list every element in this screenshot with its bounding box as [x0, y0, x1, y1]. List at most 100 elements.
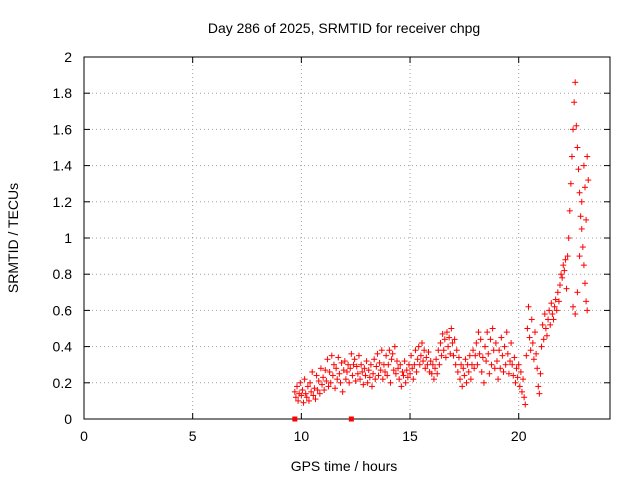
- data-point: [395, 365, 402, 372]
- data-point: [373, 363, 380, 370]
- data-point: [378, 347, 385, 354]
- data-point: [342, 376, 349, 383]
- data-point: [360, 381, 367, 388]
- data-point: [383, 352, 390, 359]
- data-point: [492, 339, 499, 346]
- data-point: [548, 300, 555, 307]
- data-point: [391, 343, 398, 350]
- data-point: [518, 388, 525, 395]
- data-point: [582, 184, 589, 191]
- data-point: [408, 352, 415, 359]
- data-point: [540, 336, 547, 343]
- data-point: [524, 325, 531, 332]
- data-point: [578, 198, 585, 205]
- data-point: [389, 350, 396, 357]
- data-point: [413, 368, 420, 375]
- data-point: [511, 354, 518, 361]
- data-point: [348, 350, 355, 357]
- data-point: [364, 379, 371, 386]
- data-point: [410, 376, 417, 383]
- data-point: [541, 311, 548, 318]
- data-point: [317, 365, 324, 372]
- data-point: [485, 350, 492, 357]
- data-point: [432, 365, 439, 372]
- data-point: [315, 377, 322, 384]
- data-point: [439, 330, 446, 337]
- y-tick-label: 1.6: [53, 121, 73, 137]
- data-point: [571, 99, 578, 106]
- data-point: [411, 361, 418, 368]
- data-point: [437, 339, 444, 346]
- data-point: [334, 376, 341, 383]
- data-point: [525, 303, 532, 310]
- data-point: [570, 303, 577, 310]
- data-point: [310, 392, 317, 399]
- data-point: [359, 368, 366, 375]
- data-point: [353, 363, 360, 370]
- data-point: [374, 350, 381, 357]
- data-point: [325, 383, 332, 390]
- data-point: [341, 358, 348, 365]
- data-point: [553, 307, 560, 314]
- data-point: [409, 365, 416, 372]
- data-point: [507, 358, 514, 365]
- data-point: [297, 379, 304, 386]
- data-point: [385, 361, 392, 368]
- data-point: [554, 289, 561, 296]
- data-point: [440, 347, 447, 354]
- data-point: [559, 274, 566, 281]
- data-point: [478, 368, 485, 375]
- data-point: [382, 368, 389, 375]
- data-point: [505, 370, 512, 377]
- data-point: [552, 296, 559, 303]
- data-point: [487, 336, 494, 343]
- data-point: [336, 370, 343, 377]
- data-point: [347, 365, 354, 372]
- data-point: [486, 370, 493, 377]
- data-point: [495, 376, 502, 383]
- data-point: [467, 376, 474, 383]
- data-point: [452, 361, 459, 368]
- data-point: [401, 358, 408, 365]
- data-point: [499, 352, 506, 359]
- data-point: [476, 350, 483, 357]
- data-point: [582, 280, 589, 287]
- data-point: [513, 365, 520, 372]
- data-point: [576, 253, 583, 260]
- data-point: [551, 303, 558, 310]
- data-point: [367, 361, 374, 368]
- data-point: [504, 350, 511, 357]
- data-point: [528, 316, 535, 323]
- data-point: [514, 374, 521, 381]
- data-point: [430, 376, 437, 383]
- data-point: [474, 361, 481, 368]
- data-point: [320, 374, 327, 381]
- data-point: [537, 370, 544, 377]
- data-point: [326, 368, 333, 375]
- data-point: [417, 352, 424, 359]
- data-point: [523, 352, 530, 359]
- data-point: [418, 339, 425, 346]
- data-point: [570, 126, 577, 133]
- data-point: [459, 383, 466, 390]
- data-point: [386, 347, 393, 354]
- data-point: [584, 307, 591, 314]
- data-point: [455, 354, 462, 361]
- data-point: [522, 401, 529, 408]
- data-point: [568, 153, 575, 160]
- data-point: [365, 367, 372, 374]
- data-point: [377, 367, 384, 374]
- data-point: [300, 399, 307, 406]
- data-point: [316, 390, 323, 397]
- data-point: [366, 374, 373, 381]
- data-point: [480, 379, 487, 386]
- data-point: [484, 329, 491, 336]
- data-point: [349, 372, 356, 379]
- data-point: [454, 368, 461, 375]
- data-point: [403, 367, 410, 374]
- data-point: [291, 388, 298, 395]
- data-point: [517, 368, 524, 375]
- data-point: [427, 358, 434, 365]
- data-point: [573, 122, 580, 129]
- data-point: [520, 376, 527, 383]
